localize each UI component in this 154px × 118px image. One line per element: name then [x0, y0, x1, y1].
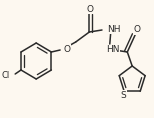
- Text: S: S: [120, 91, 126, 100]
- Text: O: O: [87, 4, 94, 13]
- Text: O: O: [63, 44, 70, 53]
- Text: O: O: [134, 25, 141, 34]
- Text: Cl: Cl: [1, 70, 9, 80]
- Text: HN: HN: [106, 46, 119, 55]
- Text: NH: NH: [107, 25, 120, 34]
